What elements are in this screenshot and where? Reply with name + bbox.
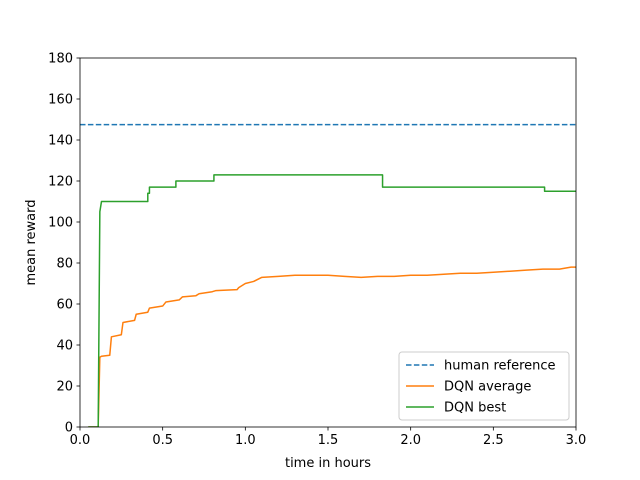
x-tick-label: 2.5 <box>483 433 504 448</box>
legend-label: human reference <box>444 359 556 374</box>
legend-label: DQN best <box>444 401 506 416</box>
axes-layer: 0.0 0.5 1.0 1.5 2.0 2.5 3.0 0 20 40 60 80 100 120 140 1… <box>48 52 586 449</box>
series-layer <box>80 123 576 427</box>
y-tick-label: 120 <box>48 175 73 190</box>
y-tick-label: 0 <box>65 421 73 436</box>
y-tick-label: 160 <box>48 93 73 108</box>
x-tick-label: 0.5 <box>152 433 173 448</box>
legend: human reference DQN average DQN best <box>398 351 570 421</box>
y-tick-label: 40 <box>56 339 73 354</box>
x-tick-label: 1.5 <box>318 433 339 448</box>
series-line-dqn-average <box>88 266 576 427</box>
y-tick-label: 60 <box>56 298 73 313</box>
series-line-dqn-best <box>88 174 576 427</box>
y-tick-label: 100 <box>48 216 73 231</box>
x-tick-label: 3.0 <box>566 433 587 448</box>
legend-label: DQN average <box>444 380 531 395</box>
y-tick-label: 180 <box>48 52 73 67</box>
y-tick-label: 140 <box>48 134 73 149</box>
x-tick-label: 0.0 <box>70 433 91 448</box>
y-tick-label: 20 <box>56 380 73 395</box>
legend-box <box>398 351 570 421</box>
y-axis-label: mean reward <box>24 199 39 285</box>
x-tick-label: 1.0 <box>235 433 256 448</box>
y-tick-label: 80 <box>56 257 73 272</box>
x-axis-label: time in hours <box>285 456 371 471</box>
x-tick-label: 2.0 <box>400 433 421 448</box>
